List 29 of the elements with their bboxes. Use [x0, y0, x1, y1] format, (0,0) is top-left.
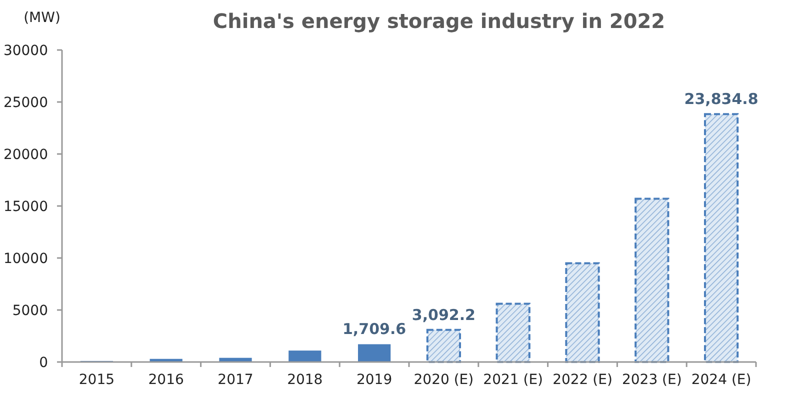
- x-tick-label: 2022 (E): [552, 372, 612, 388]
- bar: [496, 302, 530, 363]
- y-axis-title: (MW): [24, 10, 60, 26]
- bar: [288, 350, 322, 362]
- y-tick-label: 0: [39, 354, 48, 371]
- x-tick-label: 2019: [356, 372, 392, 388]
- x-tick-label: 2015: [78, 372, 115, 388]
- chart-title: China's energy storage industry in 2022: [212, 9, 666, 33]
- bar: [358, 344, 391, 362]
- bar: [704, 113, 739, 363]
- data-label: 1,709.6: [342, 320, 406, 338]
- y-tick-label: 15000: [3, 198, 48, 215]
- data-label: 3,092.2: [412, 306, 476, 324]
- x-tick-label: 2021 (E): [483, 372, 544, 388]
- y-tick-label: 20000: [3, 146, 48, 163]
- x-tick-label: 2024 (E): [691, 372, 752, 388]
- bar: [634, 198, 670, 363]
- bar: [565, 262, 600, 363]
- x-tick-label: 2017: [218, 372, 254, 388]
- y-tick-label: 25000: [3, 94, 48, 111]
- x-tick-label: 2023 (E): [622, 372, 682, 388]
- x-tick-label: 2018: [287, 372, 323, 388]
- x-tick-label: 2016: [148, 372, 184, 388]
- y-tick-label: 30000: [3, 42, 48, 59]
- data-label: 23,834.8: [684, 90, 758, 108]
- x-tick-label: 2020 (E): [414, 372, 474, 388]
- bar: [426, 328, 462, 363]
- y-tick-label: 5000: [12, 302, 48, 319]
- y-tick-label: 10000: [3, 250, 48, 267]
